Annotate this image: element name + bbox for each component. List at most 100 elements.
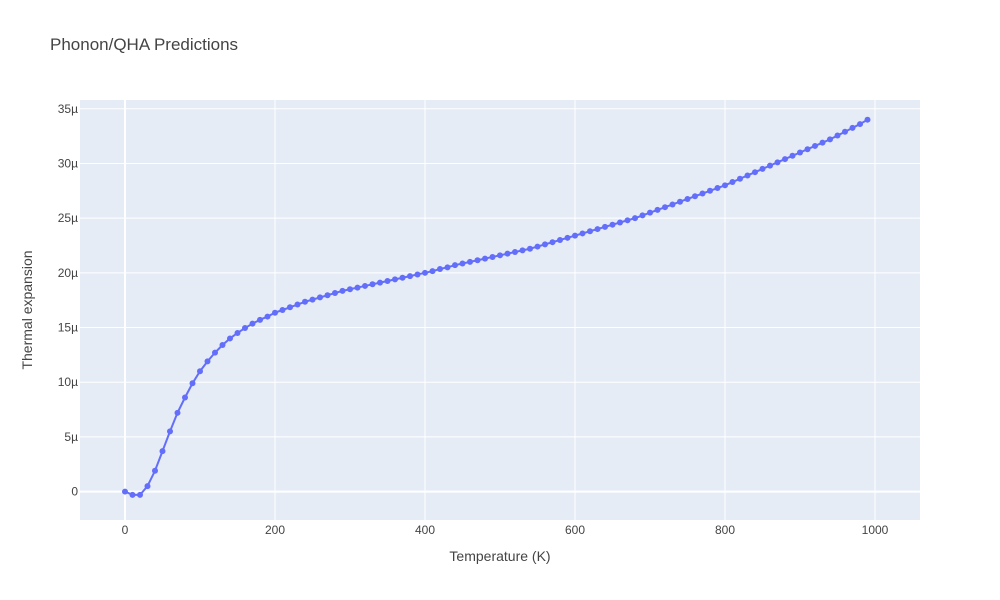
data-point[interactable] (639, 212, 646, 219)
data-point[interactable] (827, 136, 833, 143)
data-point[interactable] (782, 156, 788, 163)
data-point[interactable] (519, 247, 526, 254)
data-point[interactable] (279, 307, 286, 313)
data-point[interactable] (609, 221, 616, 228)
data-point[interactable] (167, 428, 173, 435)
data-point[interactable] (377, 279, 383, 286)
data-point[interactable] (444, 264, 451, 271)
data-point[interactable] (122, 488, 128, 495)
data-point[interactable] (534, 243, 541, 250)
data-point[interactable] (152, 467, 158, 474)
data-point[interactable] (707, 187, 713, 194)
data-point[interactable] (834, 132, 841, 139)
data-point[interactable] (197, 368, 203, 375)
data-point[interactable] (617, 219, 623, 226)
data-point[interactable] (849, 124, 856, 131)
data-point[interactable] (294, 301, 301, 308)
data-point[interactable] (842, 128, 848, 135)
data-point[interactable] (654, 206, 661, 213)
data-point[interactable] (174, 409, 181, 416)
data-point[interactable] (347, 286, 353, 293)
data-point[interactable] (324, 292, 331, 299)
data-point[interactable] (287, 304, 293, 311)
data-point[interactable] (204, 358, 211, 365)
data-point[interactable] (182, 394, 188, 401)
data-point[interactable] (744, 172, 751, 179)
data-point[interactable] (482, 255, 488, 262)
data-point[interactable] (737, 175, 743, 182)
data-point[interactable] (864, 116, 871, 123)
data-point[interactable] (774, 159, 781, 166)
data-point[interactable] (489, 253, 496, 260)
data-point[interactable] (767, 162, 773, 169)
data-point[interactable] (594, 226, 601, 233)
data-point[interactable] (624, 217, 631, 224)
data-point[interactable] (804, 146, 811, 153)
data-point[interactable] (369, 281, 376, 288)
data-point[interactable] (437, 265, 443, 272)
data-point[interactable] (227, 335, 233, 342)
data-point[interactable] (407, 273, 413, 280)
data-point[interactable] (392, 276, 398, 283)
data-point[interactable] (219, 342, 226, 348)
data-point[interactable] (714, 185, 721, 192)
data-point[interactable] (272, 309, 278, 316)
data-point[interactable] (242, 325, 248, 332)
data-point[interactable] (722, 182, 728, 189)
data-point[interactable] (542, 241, 548, 248)
data-point[interactable] (684, 195, 691, 202)
data-point[interactable] (189, 380, 196, 387)
data-point[interactable] (422, 269, 428, 276)
data-point[interactable] (557, 237, 563, 243)
data-point[interactable] (309, 296, 316, 303)
data-point[interactable] (647, 209, 653, 216)
data-point[interactable] (662, 204, 668, 211)
data-point[interactable] (572, 232, 578, 239)
data-point[interactable] (354, 284, 361, 291)
data-point[interactable] (129, 491, 136, 498)
data-point[interactable] (789, 152, 796, 159)
data-point[interactable] (212, 349, 218, 356)
data-point[interactable] (677, 198, 683, 205)
data-point[interactable] (797, 149, 803, 156)
data-point[interactable] (857, 121, 863, 128)
data-point[interactable] (549, 239, 556, 246)
data-point[interactable] (399, 274, 406, 281)
data-point[interactable] (429, 268, 436, 275)
data-point[interactable] (579, 230, 586, 237)
data-point[interactable] (137, 491, 143, 498)
data-point[interactable] (362, 282, 368, 289)
data-point[interactable] (752, 169, 758, 176)
data-point[interactable] (812, 142, 818, 149)
data-point[interactable] (159, 448, 166, 455)
data-point[interactable] (414, 271, 421, 278)
data-point[interactable] (384, 278, 391, 285)
data-point[interactable] (234, 329, 241, 336)
data-point[interactable] (759, 165, 766, 172)
data-point[interactable] (602, 223, 608, 230)
data-point[interactable] (564, 234, 571, 241)
data-point[interactable] (587, 228, 593, 235)
data-point[interactable] (504, 250, 511, 257)
data-point[interactable] (527, 245, 533, 252)
data-point[interactable] (264, 313, 271, 320)
data-point[interactable] (699, 190, 706, 197)
data-point[interactable] (669, 201, 676, 208)
data-point[interactable] (692, 193, 698, 200)
data-point[interactable] (632, 215, 638, 222)
data-point[interactable] (249, 320, 256, 327)
data-point[interactable] (497, 252, 503, 259)
data-point[interactable] (302, 298, 308, 305)
data-point[interactable] (317, 294, 323, 301)
data-point[interactable] (474, 257, 481, 264)
data-point[interactable] (512, 249, 518, 256)
data-point[interactable] (452, 262, 458, 269)
data-point[interactable] (144, 483, 151, 490)
data-point[interactable] (257, 316, 263, 323)
data-point[interactable] (339, 287, 346, 294)
data-point[interactable] (467, 258, 473, 265)
data-point[interactable] (729, 179, 736, 186)
data-point[interactable] (332, 290, 338, 297)
data-point[interactable] (819, 139, 826, 146)
data-point[interactable] (459, 260, 466, 267)
